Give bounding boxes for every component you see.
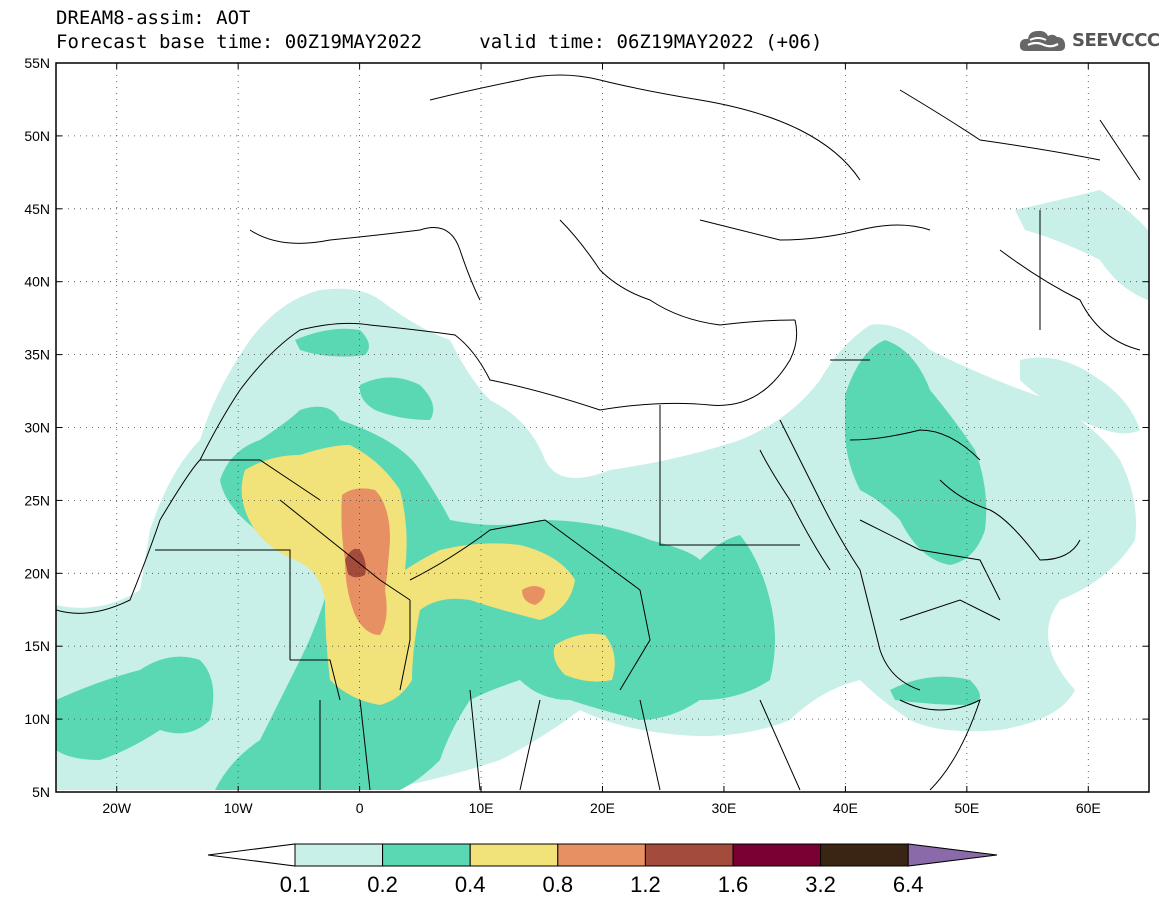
seevccc-logo: SEEVCCC (1018, 26, 1160, 54)
colorbar-label: 0.2 (367, 872, 398, 897)
lon-label: 20E (590, 800, 615, 816)
lat-label: 15N (24, 638, 50, 654)
lat-label: 40N (24, 274, 50, 290)
aot-region-0.4 (241, 445, 575, 705)
colorbar-segment (382, 843, 471, 867)
lon-label: 40E (833, 800, 858, 816)
lat-label: 50N (24, 128, 50, 144)
colorbar-label: 0.8 (543, 872, 574, 897)
lat-label: 45N (24, 201, 50, 217)
valid-time: valid time: 06Z19MAY2022 (+06) (479, 31, 823, 53)
aot-region-0.1 (1020, 357, 1140, 434)
lat-label: 20N (24, 565, 50, 581)
lat-label: 5N (32, 784, 50, 800)
aot-region-0.4 (553, 633, 615, 682)
aot-region-0.2 (845, 340, 987, 565)
lat-label: 10N (24, 711, 50, 727)
colorbar-under-triangle (207, 843, 296, 867)
aot-region-0.2 (890, 676, 980, 705)
colorbar-segment (732, 843, 822, 867)
colorbar-segment (469, 843, 559, 867)
aot-region-0.8 (522, 586, 545, 605)
colorbar-labels: 0.1 0.2 0.4 0.8 1.2 1.6 3.2 6.4 (280, 872, 924, 897)
lat-label: 35N (24, 347, 50, 363)
colorbar-label: 0.1 (280, 872, 311, 897)
latitude-labels: 55N 50N 45N 40N 35N 30N 25N 20N 15N 10N 5N (24, 55, 50, 800)
lon-label: 50E (954, 800, 979, 816)
colorbar-segment (294, 843, 384, 867)
lon-label: 0 (356, 800, 364, 816)
colorbar (207, 843, 998, 867)
colorbar-label: 3.2 (805, 872, 836, 897)
colorbar-segment (644, 843, 734, 867)
colorbar-label: 1.6 (718, 872, 749, 897)
base-time: Forecast base time: 00Z19MAY2022 (56, 31, 423, 53)
logo-text: SEEVCCC (1072, 29, 1160, 51)
aot-region-0.2 (359, 377, 434, 420)
chart-title: DREAM8-assim: AOT (56, 7, 251, 29)
aot-contours (56, 63, 1149, 792)
axis-ticks (56, 62, 1149, 793)
colorbar-label: 0.4 (455, 872, 486, 897)
lon-label: 30E (711, 800, 736, 816)
aot-region-0.8 (341, 488, 390, 635)
borders (56, 74, 1141, 791)
lat-label: 25N (24, 492, 50, 508)
forecast-times: Forecast base time: 00Z19MAY2022 valid t… (56, 32, 822, 52)
lon-label: 60E (1076, 800, 1101, 816)
colorbar-segment (820, 843, 909, 867)
lat-label: 30N (24, 420, 50, 436)
colorbar-segment (557, 843, 646, 867)
lon-label: 20W (102, 800, 132, 816)
colorbar-over-triangle (907, 843, 998, 867)
aot-region-0.1 (1015, 190, 1148, 300)
lon-label: 10E (469, 800, 494, 816)
colorbar-label: 6.4 (893, 872, 924, 897)
aot-region-0.2 (295, 328, 369, 357)
colorbar-label: 1.2 (630, 872, 661, 897)
lat-label: 55N (24, 55, 50, 71)
graticule (56, 63, 1149, 792)
longitude-labels: 20W 10W 0 10E 20E 30E 40E 50E 60E (102, 800, 1100, 816)
cloud-icon (1019, 30, 1066, 51)
aot-region-0.2 (56, 656, 214, 760)
lon-label: 10W (224, 800, 254, 816)
